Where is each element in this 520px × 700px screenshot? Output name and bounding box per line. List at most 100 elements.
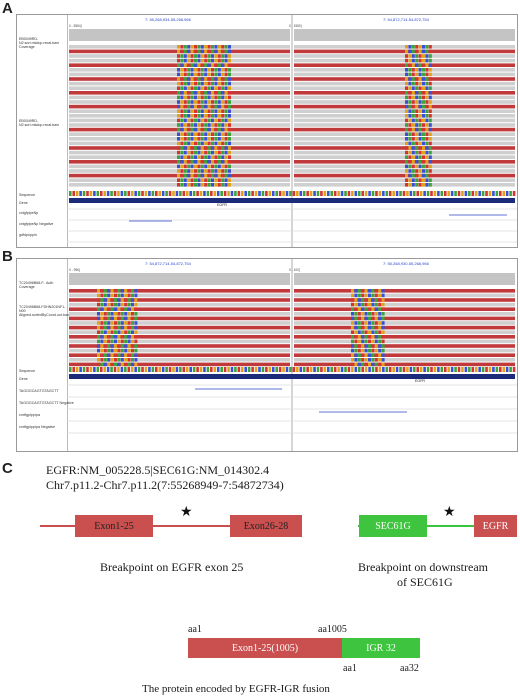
mismatch-left [190,63,194,67]
mismatch-left [228,100,231,104]
sequence-base [450,367,454,372]
mismatch-right [418,141,422,146]
mismatch-right [425,58,429,63]
mismatch-left [127,302,131,307]
mismatch-left [228,137,231,141]
mismatch-right [378,325,382,330]
mismatch-right [364,358,368,362]
mismatch-left [211,132,214,136]
mismatch-left [211,155,214,159]
mismatch-right [381,335,385,339]
mismatch-left [194,54,197,58]
mismatch-left [100,330,104,334]
sequence-base [285,191,289,196]
mismatch-left [200,123,204,127]
mismatch-right [354,289,358,293]
sequence-base [185,191,189,196]
mismatch-right [405,49,408,54]
sequence-base [141,367,144,372]
mismatch-right [418,173,422,178]
read-right [294,169,515,173]
sequence-base [447,191,450,196]
mismatch-right [411,63,415,67]
mismatch-left [183,54,187,58]
mismatch-left [120,321,124,325]
sequence-base [144,191,148,196]
sequence-base [413,191,416,196]
exon1-25-box: Exon1-25 [75,515,153,537]
mismatch-left [114,298,117,302]
mismatch-right [405,81,408,86]
mismatch-right [371,348,375,353]
read-right [294,114,515,118]
mismatch-left [134,293,138,298]
mismatch-right [422,127,425,132]
mismatch-left [221,58,225,63]
mismatch-left [103,312,107,316]
mismatch-right [381,325,385,330]
mismatch-right [411,91,415,95]
sequence-base [127,367,131,372]
feature-track-b1: TAGGGCAGTGTAGCTT [19,389,59,393]
gene-name-egfr-b: EGFR [415,379,425,383]
mismatch-left [127,293,131,298]
mismatch-left [211,118,214,123]
mismatch-left [187,109,191,113]
sequence-base [450,191,454,196]
mismatch-right [374,330,378,334]
sequence-base [313,367,316,372]
mismatch-right [408,118,412,123]
mismatch-right [361,302,365,307]
mismatch-left [228,86,231,90]
read-right [294,164,515,169]
mismatch-right [425,141,429,146]
mismatch-left [190,54,194,58]
mismatch-right [422,132,425,136]
mismatch-left [190,146,194,150]
sequence-base [368,191,371,196]
mismatch-left [107,339,111,344]
mismatch-left [204,183,208,187]
mismatch-left [221,45,225,49]
mismatch-left [224,95,228,100]
mismatch-left [180,109,184,113]
mismatch-right [405,137,408,141]
mismatch-left [114,321,117,325]
mismatch-left [217,72,221,77]
read-right [294,118,515,123]
mismatch-right [411,54,415,58]
mismatch-left [224,54,228,58]
mismatch-left [187,45,191,49]
mismatch-left [221,100,225,104]
mismatch-left [131,302,134,307]
mismatch-left [207,114,211,118]
mismatch-left [197,178,201,182]
mismatch-left [228,169,231,173]
mismatch-right [405,109,408,113]
mismatch-left [204,86,208,90]
mismatch-right [405,95,408,100]
mismatch-right [418,68,422,72]
mismatch-left [194,95,197,100]
mismatch-left [114,330,117,334]
mismatch-right [354,353,358,357]
mismatch-right [354,302,358,307]
mismatch-left [211,160,214,164]
mismatch-left [211,58,214,63]
mismatch-left [97,330,100,334]
mismatch-left [190,164,194,169]
mismatch-right [381,321,385,325]
mismatch-left [100,302,104,307]
sequence-base [371,191,375,196]
fusion-title-line2: Chr7.p11.2-Chr7.p11.2(7:55268949-7:54872… [46,478,284,492]
mismatch-left [214,160,218,164]
mismatch-left [190,95,194,100]
mismatch-right [415,141,419,146]
mismatch-left [117,353,121,357]
mismatch-left [194,49,197,54]
sequence-base [323,191,327,196]
aa1-top-label: aa1 [188,624,202,635]
mismatch-left [103,298,107,302]
mismatch-left [107,302,111,307]
mismatch-left [114,293,117,298]
